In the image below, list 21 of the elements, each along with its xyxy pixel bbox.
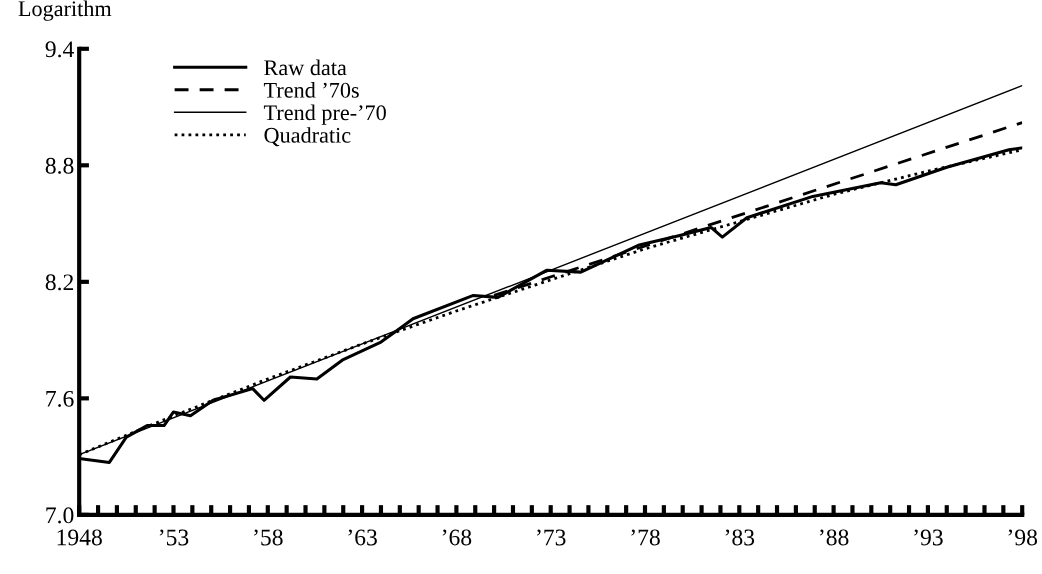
x-tick-label: ’53 xyxy=(159,529,189,546)
x-tick-label: ’83 xyxy=(725,529,755,546)
y-tick-label: 7.6 xyxy=(46,390,74,407)
y-tick-label: 9.4 xyxy=(45,41,74,58)
x-tick-label: ’73 xyxy=(537,529,566,546)
x-tick-label: ’58 xyxy=(254,529,283,546)
x-tick-label: ’68 xyxy=(442,529,472,546)
legend-label: Trend pre-’70 xyxy=(263,104,386,125)
y-tick-label: 8.8 xyxy=(45,157,74,174)
x-tick-label: 1948 xyxy=(57,529,102,546)
legend-label: Trend ’70s xyxy=(263,82,359,98)
x-tick-label: ’88 xyxy=(819,529,849,546)
y-tick-label: 7.0 xyxy=(46,507,74,524)
legend-label: Quadratic xyxy=(264,127,351,147)
x-tick-label: ’93 xyxy=(914,529,943,546)
y-tick-label: 8.2 xyxy=(45,274,74,291)
x-tick-label: ’78 xyxy=(631,529,660,546)
x-tick-label: ’63 xyxy=(348,529,377,546)
y-axis-title: Logarithm xyxy=(18,0,112,21)
x-tick-label: ’98 xyxy=(1008,529,1038,546)
legend-label: Raw data xyxy=(264,59,347,76)
